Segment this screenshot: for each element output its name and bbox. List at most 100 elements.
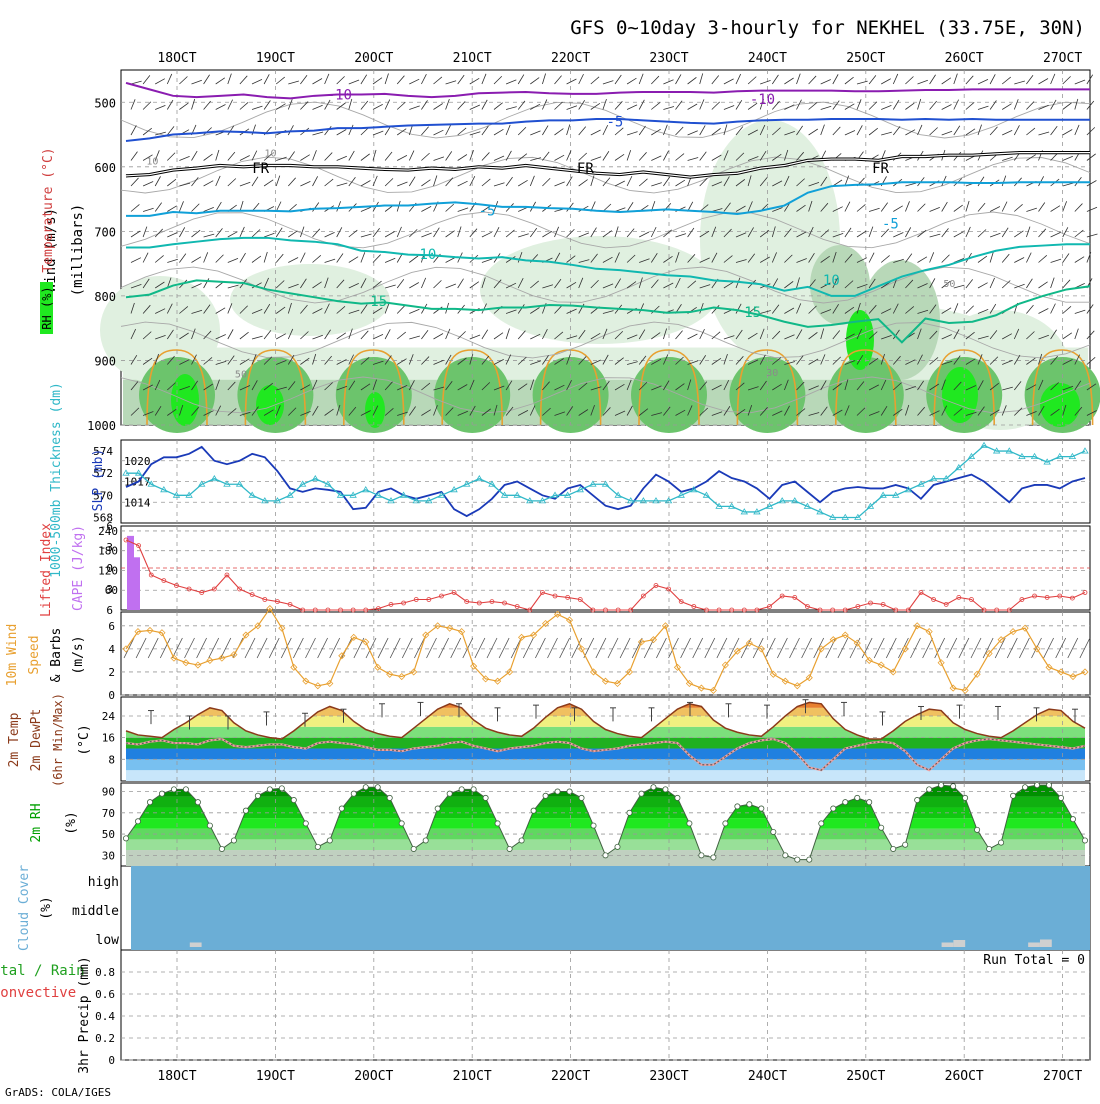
wind-barb xyxy=(154,202,162,212)
wind-barb-10m xyxy=(559,637,570,659)
wind-speed-marker xyxy=(290,663,298,671)
wind-barb-10m xyxy=(389,637,401,659)
wind-barb xyxy=(179,201,184,212)
wind-barb xyxy=(312,202,320,212)
wind-barb xyxy=(651,412,663,416)
wind-barb xyxy=(796,178,805,187)
wind-barb xyxy=(868,207,880,212)
wind-barb xyxy=(772,153,782,161)
wind-barb xyxy=(154,176,161,187)
wind-barb xyxy=(288,177,296,187)
wind-barb xyxy=(1026,101,1035,110)
wind-barb xyxy=(566,78,577,85)
wind-barb xyxy=(348,124,354,136)
wind-barb xyxy=(687,405,693,416)
wind-barb-10m xyxy=(873,637,885,659)
wind-barb xyxy=(505,124,511,136)
wind-barb xyxy=(989,303,997,314)
wind-barb xyxy=(155,131,166,136)
wind-barb xyxy=(820,380,827,391)
wind-barb xyxy=(989,100,997,110)
wind-barb xyxy=(445,407,454,416)
wind-barb xyxy=(457,331,466,340)
rh-2m-marker xyxy=(818,820,825,827)
wind-barb xyxy=(1014,407,1023,416)
wind-barb xyxy=(953,231,964,238)
thickness-marker xyxy=(967,452,976,459)
wind-barb xyxy=(142,127,153,136)
wind-barb xyxy=(324,125,332,136)
wind-speed-marker xyxy=(242,631,250,639)
isotherm-label: FR xyxy=(252,161,269,177)
wind-barb-10m xyxy=(740,637,752,659)
li-marker xyxy=(615,607,621,613)
wind-barb-10m xyxy=(305,637,316,659)
x-tick-label-bottom: 27OCT xyxy=(1043,1069,1082,1084)
wind-barb xyxy=(287,99,293,110)
wind-barb xyxy=(723,150,729,161)
thickness-marker xyxy=(261,497,269,504)
wind-barb xyxy=(711,75,720,85)
rh-2m-marker xyxy=(770,828,777,835)
wind-speed-marker xyxy=(458,628,466,636)
wind-barb xyxy=(638,408,649,416)
wind-barb xyxy=(566,255,576,263)
wind-barb xyxy=(626,149,632,161)
wind-barb xyxy=(941,201,948,212)
rh-2m-marker xyxy=(794,856,801,863)
wind-barb xyxy=(977,335,989,340)
wind-barb xyxy=(856,302,861,314)
wind-barb xyxy=(699,151,707,161)
wind-barb xyxy=(856,99,862,110)
wind-barb-10m xyxy=(147,637,159,659)
wind-barb xyxy=(493,102,503,110)
wind-barb xyxy=(977,176,985,187)
thickness-marker xyxy=(992,447,1001,454)
wind-barb xyxy=(1014,230,1024,238)
wind-barb xyxy=(747,201,753,212)
wind-barb xyxy=(772,410,783,416)
rh-2m-marker xyxy=(290,797,297,804)
wind-barb xyxy=(1038,353,1043,365)
wind-speed-marker xyxy=(817,645,825,653)
wind-barb xyxy=(1002,129,1013,136)
wind-barb xyxy=(130,257,142,263)
wind-barb xyxy=(481,277,486,289)
wind-barb xyxy=(820,255,830,263)
wind-barb xyxy=(215,334,226,340)
thickness-marker xyxy=(399,491,408,498)
wind-speed-marker xyxy=(398,672,406,681)
wind-barb xyxy=(759,407,768,416)
wind-barb xyxy=(409,229,418,238)
wind-barb xyxy=(360,304,368,314)
wind-barb xyxy=(1074,98,1079,110)
wind-barb xyxy=(1050,73,1056,85)
li-marker xyxy=(1019,597,1025,602)
wind-barb xyxy=(372,227,380,238)
wind-barb xyxy=(711,226,717,238)
wind-barb xyxy=(287,381,296,391)
wind-speed-marker xyxy=(194,661,202,669)
wind-barb xyxy=(227,408,237,416)
wind-speed-marker xyxy=(134,628,142,636)
ylabel-cape: CAPE (J/kg) xyxy=(71,525,86,611)
li-marker xyxy=(527,607,533,613)
wind-barb-10m xyxy=(1055,637,1067,659)
wind-barb-10m xyxy=(244,637,256,659)
wind-barb xyxy=(457,154,468,161)
slp-tick-label: 1014 xyxy=(124,496,151,509)
wind-barb xyxy=(1038,131,1050,136)
li-marker xyxy=(1082,590,1088,595)
wind-barb xyxy=(408,380,415,391)
wind-barb xyxy=(481,329,489,340)
wind-barb xyxy=(663,256,673,263)
wind-barb xyxy=(638,277,643,289)
rh-shade-light xyxy=(230,264,390,336)
wind-barb xyxy=(445,99,450,110)
wind-barb xyxy=(312,131,324,136)
wind-barb xyxy=(602,256,613,263)
wind-barb xyxy=(602,354,609,365)
wind-barb xyxy=(348,406,357,416)
wind-speed-marker xyxy=(733,647,741,655)
wind-barb xyxy=(348,98,353,110)
